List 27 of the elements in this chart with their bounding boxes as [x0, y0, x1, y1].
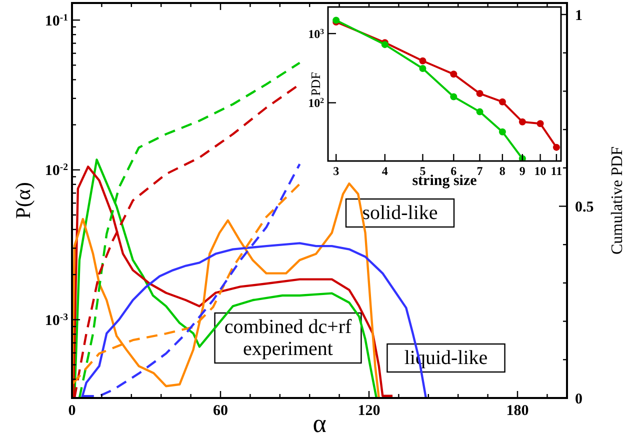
x-tick-label: 9	[519, 164, 526, 178]
y2-tick-label: 0.5	[575, 200, 594, 216]
y-tick-label: 10$^{-1}$	[44, 12, 68, 30]
x-tick-label: 4	[382, 164, 388, 178]
x-tick-label: 180	[506, 403, 529, 419]
x-tick-label: 8	[499, 164, 506, 178]
x-tick-label: 0	[68, 403, 76, 419]
y2-tick-label: 0	[575, 391, 582, 408]
x-tick-label: 7	[476, 164, 483, 178]
x-tick-label: 11	[550, 164, 562, 178]
y-axis-title: P(α)	[11, 182, 35, 219]
x-axis-title: α	[312, 409, 327, 437]
y-tick-label: 10$^{2}$	[308, 95, 324, 110]
annotation: solid-like	[362, 202, 438, 224]
x-tick-label: 120	[358, 403, 380, 419]
x-tick-label: 60	[213, 403, 228, 419]
y-tick-label: 10$^{3}$	[308, 26, 324, 41]
x-tick-label: 6	[450, 164, 457, 178]
annotation: combined dc+rf experiment	[224, 316, 352, 360]
y-axis-title: PDF	[308, 72, 323, 96]
y2-axis-title: Cumulative PDF	[609, 146, 626, 255]
x-tick-label: 5	[420, 164, 426, 178]
y-tick-label: 10$^{-3}$	[44, 311, 68, 329]
x-tick-label: 10	[534, 164, 546, 178]
y-tick-label: 10$^{-2}$	[44, 162, 68, 180]
x-tick-label: 3	[333, 164, 340, 178]
y2-tick-label: 1	[575, 8, 582, 24]
